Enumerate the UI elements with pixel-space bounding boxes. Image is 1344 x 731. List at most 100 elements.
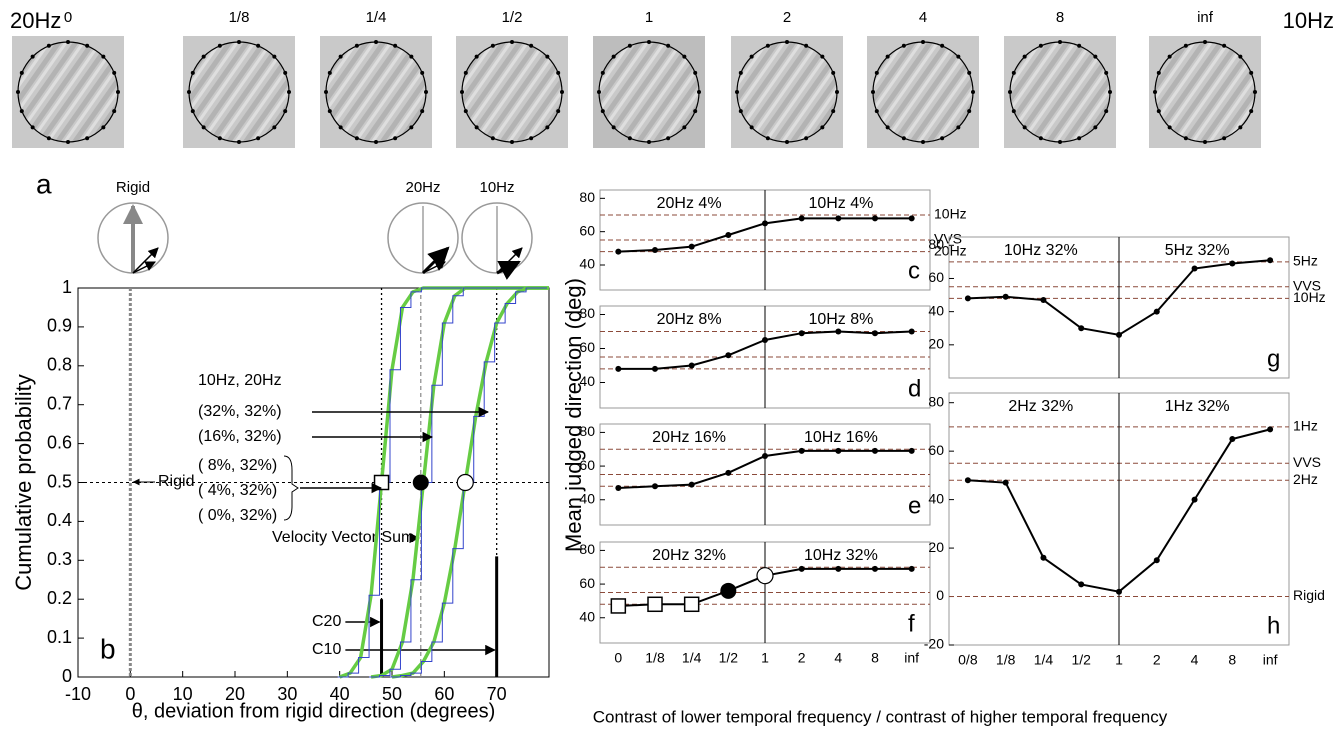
stimulus-label: 2 (783, 9, 791, 26)
aperture-dot (272, 125, 276, 129)
panel-letter: g (1267, 345, 1280, 372)
aperture-dot (1157, 71, 1161, 75)
aperture-dot (1222, 44, 1226, 48)
y-tick-label: 80 (579, 189, 595, 205)
aperture-dot (529, 44, 533, 48)
aperture-dot (256, 136, 260, 140)
aperture-dot (785, 40, 789, 44)
y-tick-label: 60 (928, 269, 944, 285)
aperture-dot (831, 109, 835, 113)
aperture-dot (324, 90, 328, 94)
panel-letter: b (100, 633, 116, 664)
x-tick-label: -10 (65, 684, 91, 704)
aperture-dot (1238, 125, 1242, 129)
aperture-dot (820, 125, 824, 129)
aperture-dot (420, 71, 424, 75)
x-tick-label: inf (904, 650, 919, 666)
condition-label: 5Hz 32% (1165, 242, 1230, 259)
point (725, 352, 731, 358)
condition-label: 10Hz 8% (808, 311, 873, 328)
stimulus-label: 0 (64, 9, 72, 26)
aperture-dot (820, 55, 824, 59)
aperture-dot (545, 125, 549, 129)
y-tick-label: 40 (579, 373, 595, 389)
point (965, 295, 971, 301)
aperture-dot (750, 55, 754, 59)
point (652, 247, 658, 253)
point (835, 566, 841, 572)
condition-label: 10Hz 4% (808, 195, 873, 212)
filled-marker (720, 583, 736, 599)
x-tick-label: 8 (871, 650, 879, 666)
reference-label: C20 (312, 613, 341, 630)
x-tick-label: 1/2 (719, 650, 739, 666)
point (762, 337, 768, 343)
aperture-dot (750, 125, 754, 129)
reference-label: 10Hz (934, 206, 967, 222)
reference-label: Velocity Vector Sum (272, 529, 414, 546)
icon-label: Rigid (116, 179, 150, 196)
aperture-dot (1203, 40, 1207, 44)
point (909, 329, 915, 335)
y-tick-label: 60 (928, 442, 944, 458)
aperture-dot (612, 125, 616, 129)
aperture-dot (597, 90, 601, 94)
aperture-dot (218, 136, 222, 140)
point (909, 448, 915, 454)
aperture-dot (902, 136, 906, 140)
y-tick-label: 60 (579, 457, 595, 473)
aperture-dot (1023, 125, 1027, 129)
reference-label: 5Hz (1293, 253, 1318, 269)
point (1229, 261, 1235, 267)
aperture-dot (971, 90, 975, 94)
aperture-dot (785, 140, 789, 144)
condition-label: 10Hz 32% (804, 547, 878, 564)
x-tick-label: 4 (834, 650, 842, 666)
y-tick-label: 20 (928, 336, 944, 352)
point (1003, 294, 1009, 300)
figure: 20Hz 10Hz a Mean judged direction (deg) … (0, 0, 1344, 731)
aperture-dot (409, 55, 413, 59)
aperture-dot (101, 125, 105, 129)
aperture-dot (886, 125, 890, 129)
y-tick-label: 80 (928, 236, 944, 252)
aperture-dot (1077, 136, 1081, 140)
point (1040, 555, 1046, 561)
stimulus-label: 1 (645, 9, 653, 26)
aperture-dot (20, 71, 24, 75)
stimulus-label: 8 (1056, 9, 1064, 26)
stimulus-label: 1/4 (366, 9, 387, 26)
aperture-dot (902, 44, 906, 48)
point (1267, 426, 1273, 432)
x-tick-label: 0 (614, 650, 622, 666)
stimulus-label: inf (1197, 9, 1214, 26)
aperture-dot (612, 55, 616, 59)
x-tick-label: 8 (1228, 652, 1236, 668)
point (762, 220, 768, 226)
page: {"figure": {"left_freq": "20Hz", "right_… (0, 0, 1344, 731)
y-tick-label: 0.9 (47, 316, 72, 336)
y-tick-label: 1 (62, 277, 72, 297)
point (872, 566, 878, 572)
aperture-dot (510, 140, 514, 144)
y-axis-label: Cumulative probability (11, 374, 36, 590)
point (725, 470, 731, 476)
panel-letter: a (36, 168, 52, 199)
point (615, 249, 621, 255)
aperture-dot (804, 136, 808, 140)
point (615, 366, 621, 372)
aperture-dot (735, 90, 739, 94)
aperture-dot (256, 44, 260, 48)
x-tick-label: 1/4 (682, 650, 702, 666)
aperture-dot (31, 125, 35, 129)
icon-label: 10Hz (479, 179, 514, 196)
left-frequency: 20Hz (10, 8, 61, 33)
aperture-dot (101, 55, 105, 59)
point (1116, 589, 1122, 595)
aperture-dot (628, 44, 632, 48)
aperture-dot (464, 109, 468, 113)
aperture-dot (739, 109, 743, 113)
aperture-dot (66, 40, 70, 44)
square-marker (648, 597, 662, 611)
y-tick-label: 60 (579, 575, 595, 591)
